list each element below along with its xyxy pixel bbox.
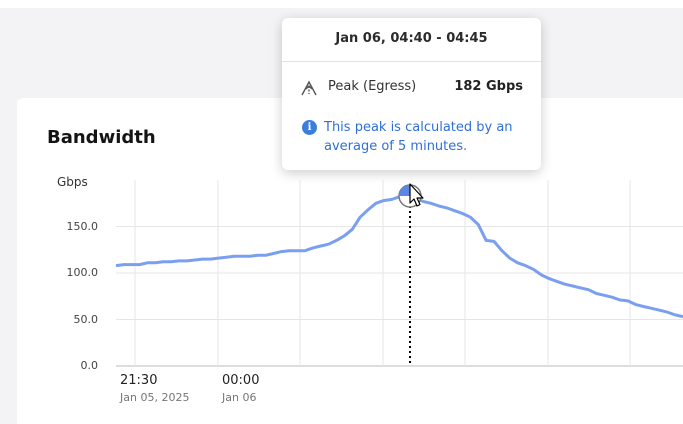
x-tick-time-1: 00:00 — [222, 373, 260, 388]
x-tick-time-0: 21:30 — [120, 373, 158, 388]
y-tick-label: 50.0 — [73, 312, 99, 326]
x-tick-date-0: Jan 05, 2025 — [120, 391, 190, 404]
tooltip-metric-label: Peak (Egress) — [328, 79, 417, 94]
tooltip-metric-row: Peak (Egress) 182 Gbps — [300, 78, 523, 98]
peak-egress-icon — [301, 80, 317, 96]
y-tick-label: 150.0 — [66, 219, 99, 233]
tooltip-info-text: This peak is calculated by an average of… — [324, 120, 513, 154]
bandwidth-series-line — [115, 195, 683, 319]
x-tick-date-1: Jan 06 — [222, 391, 257, 404]
chart-grid — [116, 180, 683, 367]
top-bar — [0, 0, 683, 8]
tooltip-time-range: Jan 06, 04:40 - 04:45 — [282, 18, 541, 62]
y-tick-label: 100.0 — [66, 266, 99, 279]
tooltip-metric-value: 182 Gbps — [454, 79, 523, 94]
y-axis-unit: Gbps — [57, 175, 88, 189]
mouse-pointer-icon — [409, 183, 424, 207]
card-title: Bandwidth — [47, 127, 156, 148]
y-tick-label: 0.0 — [80, 359, 99, 372]
peak-tooltip: Jan 06, 04:40 - 04:45 Peak (Egress) 182 … — [282, 18, 541, 170]
info-icon: i — [302, 120, 317, 135]
